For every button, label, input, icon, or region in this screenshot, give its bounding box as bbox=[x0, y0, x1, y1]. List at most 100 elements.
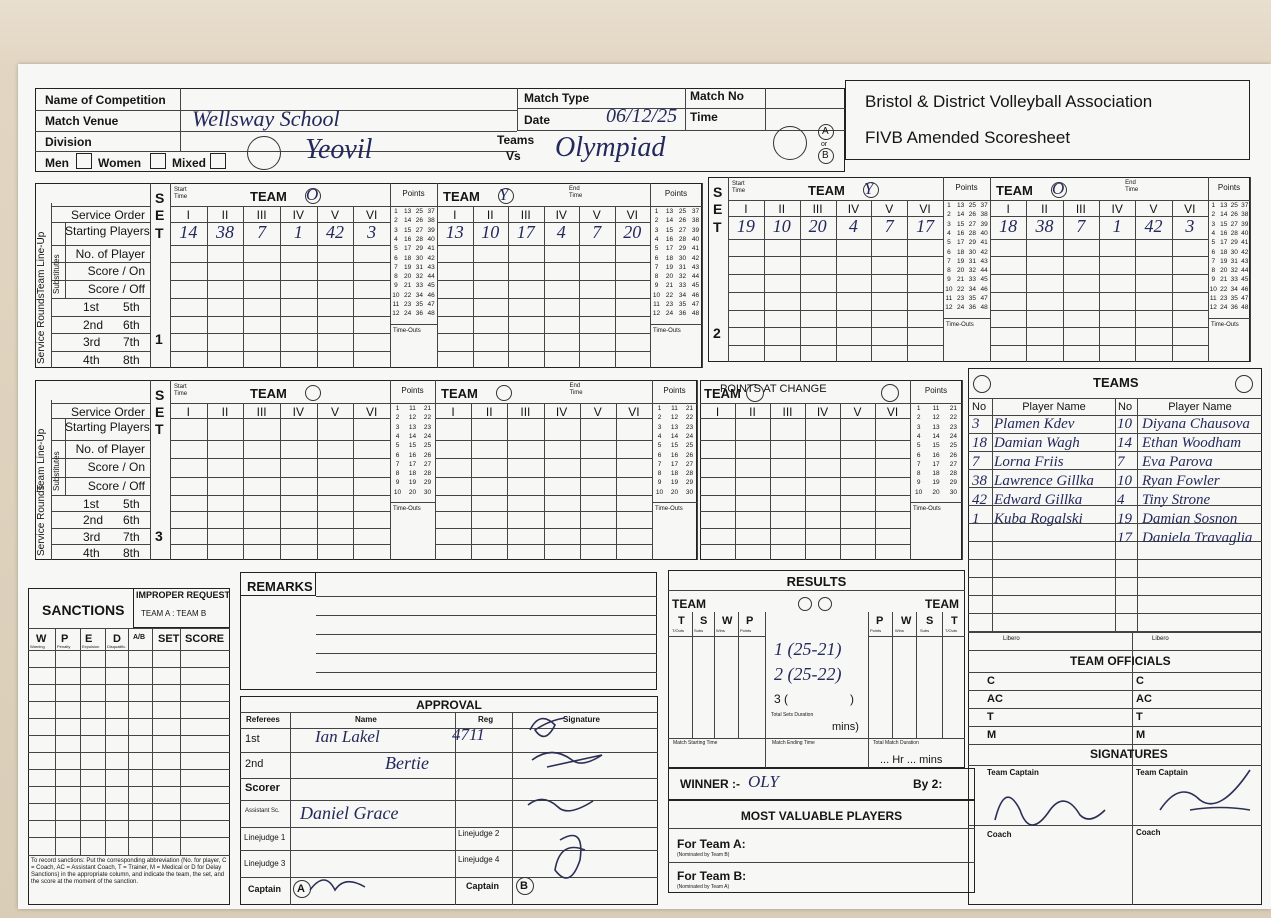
rule bbox=[868, 612, 869, 768]
team-label: TEAM bbox=[443, 189, 480, 204]
point-number: 1 bbox=[916, 405, 921, 412]
player-number: 17 bbox=[1117, 530, 1132, 546]
rule bbox=[28, 735, 230, 736]
point-number: 27 bbox=[968, 220, 976, 228]
player-name: Lawrence Gillka bbox=[994, 473, 1094, 489]
rule bbox=[968, 765, 1262, 766]
signature-scribble bbox=[1159, 769, 1251, 811]
point-number: 23 bbox=[665, 301, 674, 308]
rule bbox=[968, 541, 1262, 542]
round-label: 8th bbox=[123, 352, 140, 367]
point-number: 47 bbox=[691, 301, 700, 308]
rule bbox=[290, 712, 291, 827]
winner-box bbox=[668, 768, 975, 800]
point-number: 20 bbox=[404, 273, 412, 281]
point-number: 36 bbox=[678, 310, 687, 318]
time-outs-label: Time-Outs bbox=[1211, 321, 1239, 328]
rule bbox=[650, 183, 651, 368]
rule bbox=[968, 523, 1262, 524]
point-number: 5 bbox=[916, 442, 921, 450]
point-number: 30 bbox=[949, 488, 957, 496]
rule bbox=[390, 380, 391, 560]
starting-player: 42 bbox=[1144, 216, 1163, 236]
rule bbox=[472, 206, 474, 368]
team-mark-a: A bbox=[822, 126, 829, 137]
signature-scribble bbox=[554, 834, 586, 879]
point-number: 26 bbox=[685, 451, 694, 459]
rule bbox=[512, 712, 513, 905]
player-name: Diyana Chausova bbox=[1142, 416, 1250, 432]
points-label: Points bbox=[1217, 183, 1241, 192]
rule bbox=[968, 631, 1262, 632]
rule bbox=[152, 628, 153, 855]
ste-letter: E bbox=[155, 404, 165, 420]
result-column: P bbox=[746, 615, 754, 627]
player-number: 10 bbox=[1117, 473, 1132, 489]
signature-scribble bbox=[527, 798, 594, 812]
start-time-label: Start Time bbox=[732, 181, 746, 194]
point-number: 17 bbox=[1220, 239, 1228, 247]
point-number: 8 bbox=[394, 273, 398, 281]
mixed-label: Mixed bbox=[172, 156, 207, 170]
time-outs-label: Time-Outs bbox=[653, 327, 681, 334]
official-role: C bbox=[1136, 675, 1144, 687]
points-label: Points bbox=[924, 386, 948, 395]
ste-letter: S bbox=[155, 387, 165, 403]
rule bbox=[437, 315, 650, 317]
rule bbox=[390, 206, 437, 207]
rule bbox=[316, 615, 657, 616]
point-number: 9 bbox=[947, 276, 951, 284]
player-name: Tiny Strone bbox=[1142, 492, 1211, 508]
position-label: III bbox=[520, 208, 531, 222]
point-number: 16 bbox=[670, 451, 679, 459]
rule bbox=[435, 527, 652, 529]
point-number: 27 bbox=[949, 460, 957, 468]
point-number: 17 bbox=[932, 460, 940, 468]
point-number: 37 bbox=[1241, 202, 1249, 209]
rule bbox=[692, 612, 693, 738]
point-number: 42 bbox=[691, 254, 700, 262]
duration-mins: mins) bbox=[832, 721, 859, 733]
point-number: 10 bbox=[915, 488, 923, 496]
point-number: 4 bbox=[916, 432, 921, 440]
point-number: 34 bbox=[415, 291, 423, 299]
point-number: 25 bbox=[678, 208, 687, 215]
position-label: II bbox=[221, 208, 229, 222]
round-label: 1st bbox=[83, 300, 100, 314]
rule bbox=[968, 613, 1262, 614]
hr-mins: ... Hr ... mins bbox=[880, 754, 943, 766]
point-number: 11 bbox=[409, 405, 416, 412]
position-label: III bbox=[520, 405, 531, 419]
point-number: 22 bbox=[957, 285, 965, 293]
rule bbox=[28, 769, 230, 770]
rule bbox=[1208, 177, 1209, 362]
sanction-column: E bbox=[85, 633, 93, 645]
player-name: Damian Wagh bbox=[994, 435, 1080, 451]
official-role: AC bbox=[1136, 693, 1152, 705]
team-label: TEAM bbox=[808, 183, 845, 198]
set-result: ) bbox=[850, 692, 854, 706]
result-column-note: Wins bbox=[716, 628, 725, 633]
point-number: 16 bbox=[665, 235, 674, 243]
point-number: 6 bbox=[657, 451, 662, 459]
rule bbox=[437, 183, 438, 368]
point-number: 4 bbox=[395, 432, 400, 440]
starting-player: 19 bbox=[736, 216, 755, 236]
rule bbox=[968, 726, 1262, 727]
point-number: 23 bbox=[404, 301, 412, 308]
sanction-column: W bbox=[36, 633, 47, 645]
end-time-label: End Time bbox=[569, 383, 583, 396]
position-label: VI bbox=[365, 208, 378, 222]
rule bbox=[28, 837, 230, 838]
position-label: III bbox=[256, 208, 267, 222]
result-column: S bbox=[926, 615, 934, 627]
rule bbox=[35, 131, 517, 132]
point-number: 17 bbox=[404, 245, 412, 253]
set-result: 1 (25-21) bbox=[774, 639, 842, 659]
referee-name: Bertie bbox=[385, 753, 429, 773]
position-label: VI bbox=[1184, 202, 1196, 216]
point-number: 29 bbox=[1230, 239, 1238, 247]
point-number: 9 bbox=[916, 479, 921, 487]
row-label: Starting Players bbox=[65, 420, 150, 434]
starting-player: 13 bbox=[445, 222, 464, 242]
